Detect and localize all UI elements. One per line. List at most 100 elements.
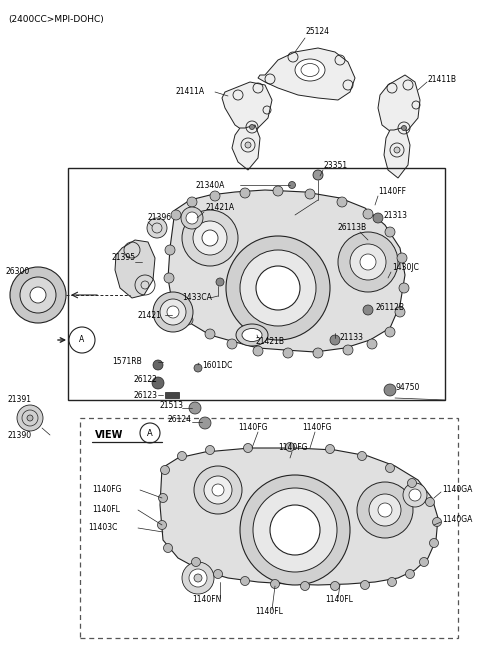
- Text: 26300: 26300: [5, 267, 29, 276]
- Circle shape: [273, 186, 283, 196]
- Circle shape: [250, 124, 254, 130]
- Text: 1140GA: 1140GA: [442, 485, 472, 495]
- Circle shape: [343, 345, 353, 355]
- Text: 11403C: 11403C: [88, 523, 118, 533]
- Circle shape: [432, 517, 442, 527]
- Circle shape: [373, 213, 383, 223]
- Circle shape: [157, 521, 167, 529]
- Circle shape: [420, 557, 429, 567]
- Text: 23351: 23351: [323, 160, 347, 170]
- Circle shape: [69, 327, 95, 353]
- Circle shape: [313, 170, 323, 180]
- Circle shape: [331, 582, 339, 591]
- Circle shape: [165, 245, 175, 255]
- Text: 1430JC: 1430JC: [392, 263, 419, 272]
- Circle shape: [286, 443, 295, 451]
- Circle shape: [305, 189, 315, 199]
- Text: 21395: 21395: [112, 253, 136, 263]
- Bar: [80, 418, 458, 638]
- Circle shape: [363, 209, 373, 219]
- Circle shape: [152, 377, 164, 389]
- Circle shape: [204, 476, 232, 504]
- Circle shape: [171, 210, 181, 220]
- Circle shape: [167, 306, 179, 318]
- Text: 21421: 21421: [138, 310, 162, 320]
- Text: 1140FF: 1140FF: [378, 187, 406, 196]
- Text: 1140FG: 1140FG: [302, 424, 332, 432]
- Text: 1140GA: 1140GA: [442, 515, 472, 525]
- Circle shape: [181, 207, 203, 229]
- Circle shape: [358, 451, 367, 460]
- Circle shape: [360, 254, 376, 270]
- Text: 21340A: 21340A: [195, 181, 224, 189]
- Bar: [68, 168, 445, 400]
- Circle shape: [189, 402, 201, 414]
- Circle shape: [214, 569, 223, 578]
- Polygon shape: [378, 75, 420, 135]
- Text: 26124: 26124: [168, 415, 192, 424]
- Text: 1140FG: 1140FG: [92, 485, 121, 495]
- Circle shape: [153, 360, 163, 370]
- Circle shape: [140, 423, 160, 443]
- Circle shape: [194, 574, 202, 582]
- Circle shape: [212, 484, 224, 496]
- Ellipse shape: [236, 324, 268, 346]
- Text: 1571RB: 1571RB: [112, 358, 142, 367]
- Circle shape: [164, 273, 174, 283]
- Circle shape: [186, 212, 198, 224]
- Circle shape: [330, 335, 340, 345]
- Circle shape: [216, 278, 224, 286]
- Polygon shape: [232, 125, 260, 170]
- Circle shape: [408, 479, 417, 487]
- Circle shape: [384, 384, 396, 396]
- Text: 21133: 21133: [340, 333, 364, 343]
- Circle shape: [430, 538, 439, 548]
- Circle shape: [253, 346, 263, 356]
- Text: 21513: 21513: [160, 402, 184, 411]
- Circle shape: [394, 147, 400, 153]
- Circle shape: [313, 348, 323, 358]
- Circle shape: [288, 181, 296, 189]
- Circle shape: [385, 327, 395, 337]
- Circle shape: [403, 483, 427, 507]
- Circle shape: [205, 445, 215, 455]
- Circle shape: [378, 503, 392, 517]
- Circle shape: [245, 142, 251, 148]
- Polygon shape: [384, 127, 410, 178]
- Circle shape: [240, 576, 250, 586]
- Text: 1140FL: 1140FL: [92, 506, 120, 514]
- Circle shape: [425, 498, 434, 506]
- Circle shape: [360, 580, 370, 590]
- Circle shape: [210, 191, 220, 201]
- Polygon shape: [222, 82, 272, 132]
- Text: 21411A: 21411A: [175, 88, 204, 96]
- Circle shape: [27, 415, 33, 421]
- Circle shape: [227, 339, 237, 349]
- Circle shape: [369, 494, 401, 526]
- Text: 1601DC: 1601DC: [202, 360, 232, 369]
- Circle shape: [270, 505, 320, 555]
- Circle shape: [158, 493, 168, 502]
- Circle shape: [399, 283, 409, 293]
- Circle shape: [194, 364, 202, 372]
- Circle shape: [401, 126, 407, 130]
- Circle shape: [20, 277, 56, 313]
- Circle shape: [30, 287, 46, 303]
- Circle shape: [240, 250, 316, 326]
- Circle shape: [178, 451, 187, 460]
- Ellipse shape: [242, 329, 262, 341]
- Text: 25124: 25124: [305, 28, 329, 37]
- Circle shape: [167, 297, 177, 307]
- Circle shape: [337, 197, 347, 207]
- Circle shape: [367, 339, 377, 349]
- Text: 21391: 21391: [8, 396, 32, 405]
- Polygon shape: [258, 48, 355, 100]
- Text: 26122: 26122: [133, 375, 157, 384]
- Circle shape: [182, 562, 214, 594]
- Polygon shape: [160, 448, 438, 585]
- Circle shape: [164, 544, 172, 553]
- Text: 26123: 26123: [133, 390, 157, 400]
- Polygon shape: [115, 240, 155, 298]
- Circle shape: [194, 466, 242, 514]
- Circle shape: [395, 307, 405, 317]
